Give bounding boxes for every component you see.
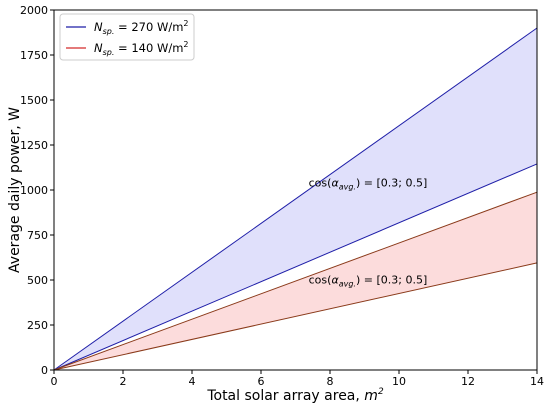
x-axis-ticks: 0 2 4 6 8 10 12 14 [51, 370, 544, 388]
y-tick-label: 1750 [20, 49, 48, 62]
series-2-lower-line [53, 262, 538, 371]
x-tick-label: 10 [392, 375, 406, 388]
legend-label-1: Nsp. = 270 W/m2 [94, 19, 189, 36]
x-tick-label: 14 [530, 375, 544, 388]
series-1-annotation: cos(αavg.) = [0.3; 0.5] [309, 176, 428, 191]
series-1-upper-line [53, 27, 538, 371]
series-2-annotation: cos(αavg.) = [0.3; 0.5] [309, 274, 428, 289]
y-tick-label: 1000 [20, 184, 48, 197]
x-tick-label: 4 [189, 375, 196, 388]
legend-box [59, 13, 195, 61]
y-tick-label: 1250 [20, 139, 48, 152]
y-axis-title: Average daily power, W [7, 107, 23, 273]
x-tick-label: 12 [461, 375, 475, 388]
series-2-upper-line [53, 191, 538, 371]
y-tick-label: 2000 [20, 4, 48, 17]
annotations: cos(αavg.) = [0.3; 0.5] cos(αavg.) = [0.3… [309, 176, 428, 288]
y-tick-label: 1500 [20, 94, 48, 107]
legend: Nsp. = 270 W/m2 Nsp. = 140 W/m2 [59, 13, 195, 61]
y-tick-label: 750 [27, 229, 48, 242]
series-1-lower-line [53, 163, 538, 371]
y-tick-label: 250 [27, 319, 48, 332]
y-axis-ticks: 0 250 500 750 1000 1250 1500 1750 2000 [20, 4, 54, 377]
x-axis-title: Total solar array area, m2 [206, 387, 384, 404]
series-lines [53, 27, 538, 371]
x-tick-label: 0 [51, 375, 58, 388]
x-tick-label: 8 [327, 375, 334, 388]
x-tick-label: 2 [120, 375, 127, 388]
y-tick-label: 500 [27, 274, 48, 287]
y-tick-label: 0 [41, 364, 48, 377]
x-tick-label: 6 [258, 375, 265, 388]
legend-label-2: Nsp. = 140 W/m2 [94, 40, 189, 57]
